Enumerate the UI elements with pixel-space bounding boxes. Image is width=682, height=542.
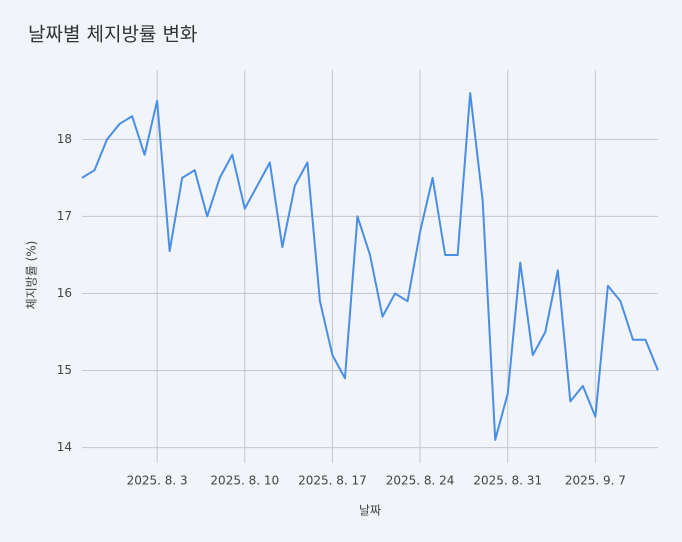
y-tick-label: 18 — [57, 132, 72, 146]
x-tick-label: 2025. 8. 3 — [127, 474, 188, 488]
x-tick-label: 2025. 8. 17 — [298, 474, 367, 488]
y-tick-label: 15 — [57, 363, 72, 377]
chart-title: 날짜별 체지방률 변화 — [28, 24, 197, 46]
x-axis-label: 날짜 — [359, 504, 381, 518]
x-tick-label: 2025. 9. 7 — [565, 474, 626, 488]
data-line — [81, 92, 659, 441]
y-axis-label: 체지방률 (%) — [25, 241, 39, 310]
y-tick-label: 16 — [57, 286, 72, 300]
y-tick-label: 17 — [57, 209, 72, 223]
x-tick-label: 2025. 8. 24 — [386, 474, 455, 488]
x-tick-label: 2025. 8. 31 — [473, 474, 542, 488]
y-tick-label: 14 — [57, 440, 72, 454]
x-tick-label: 2025. 8. 10 — [210, 474, 279, 488]
